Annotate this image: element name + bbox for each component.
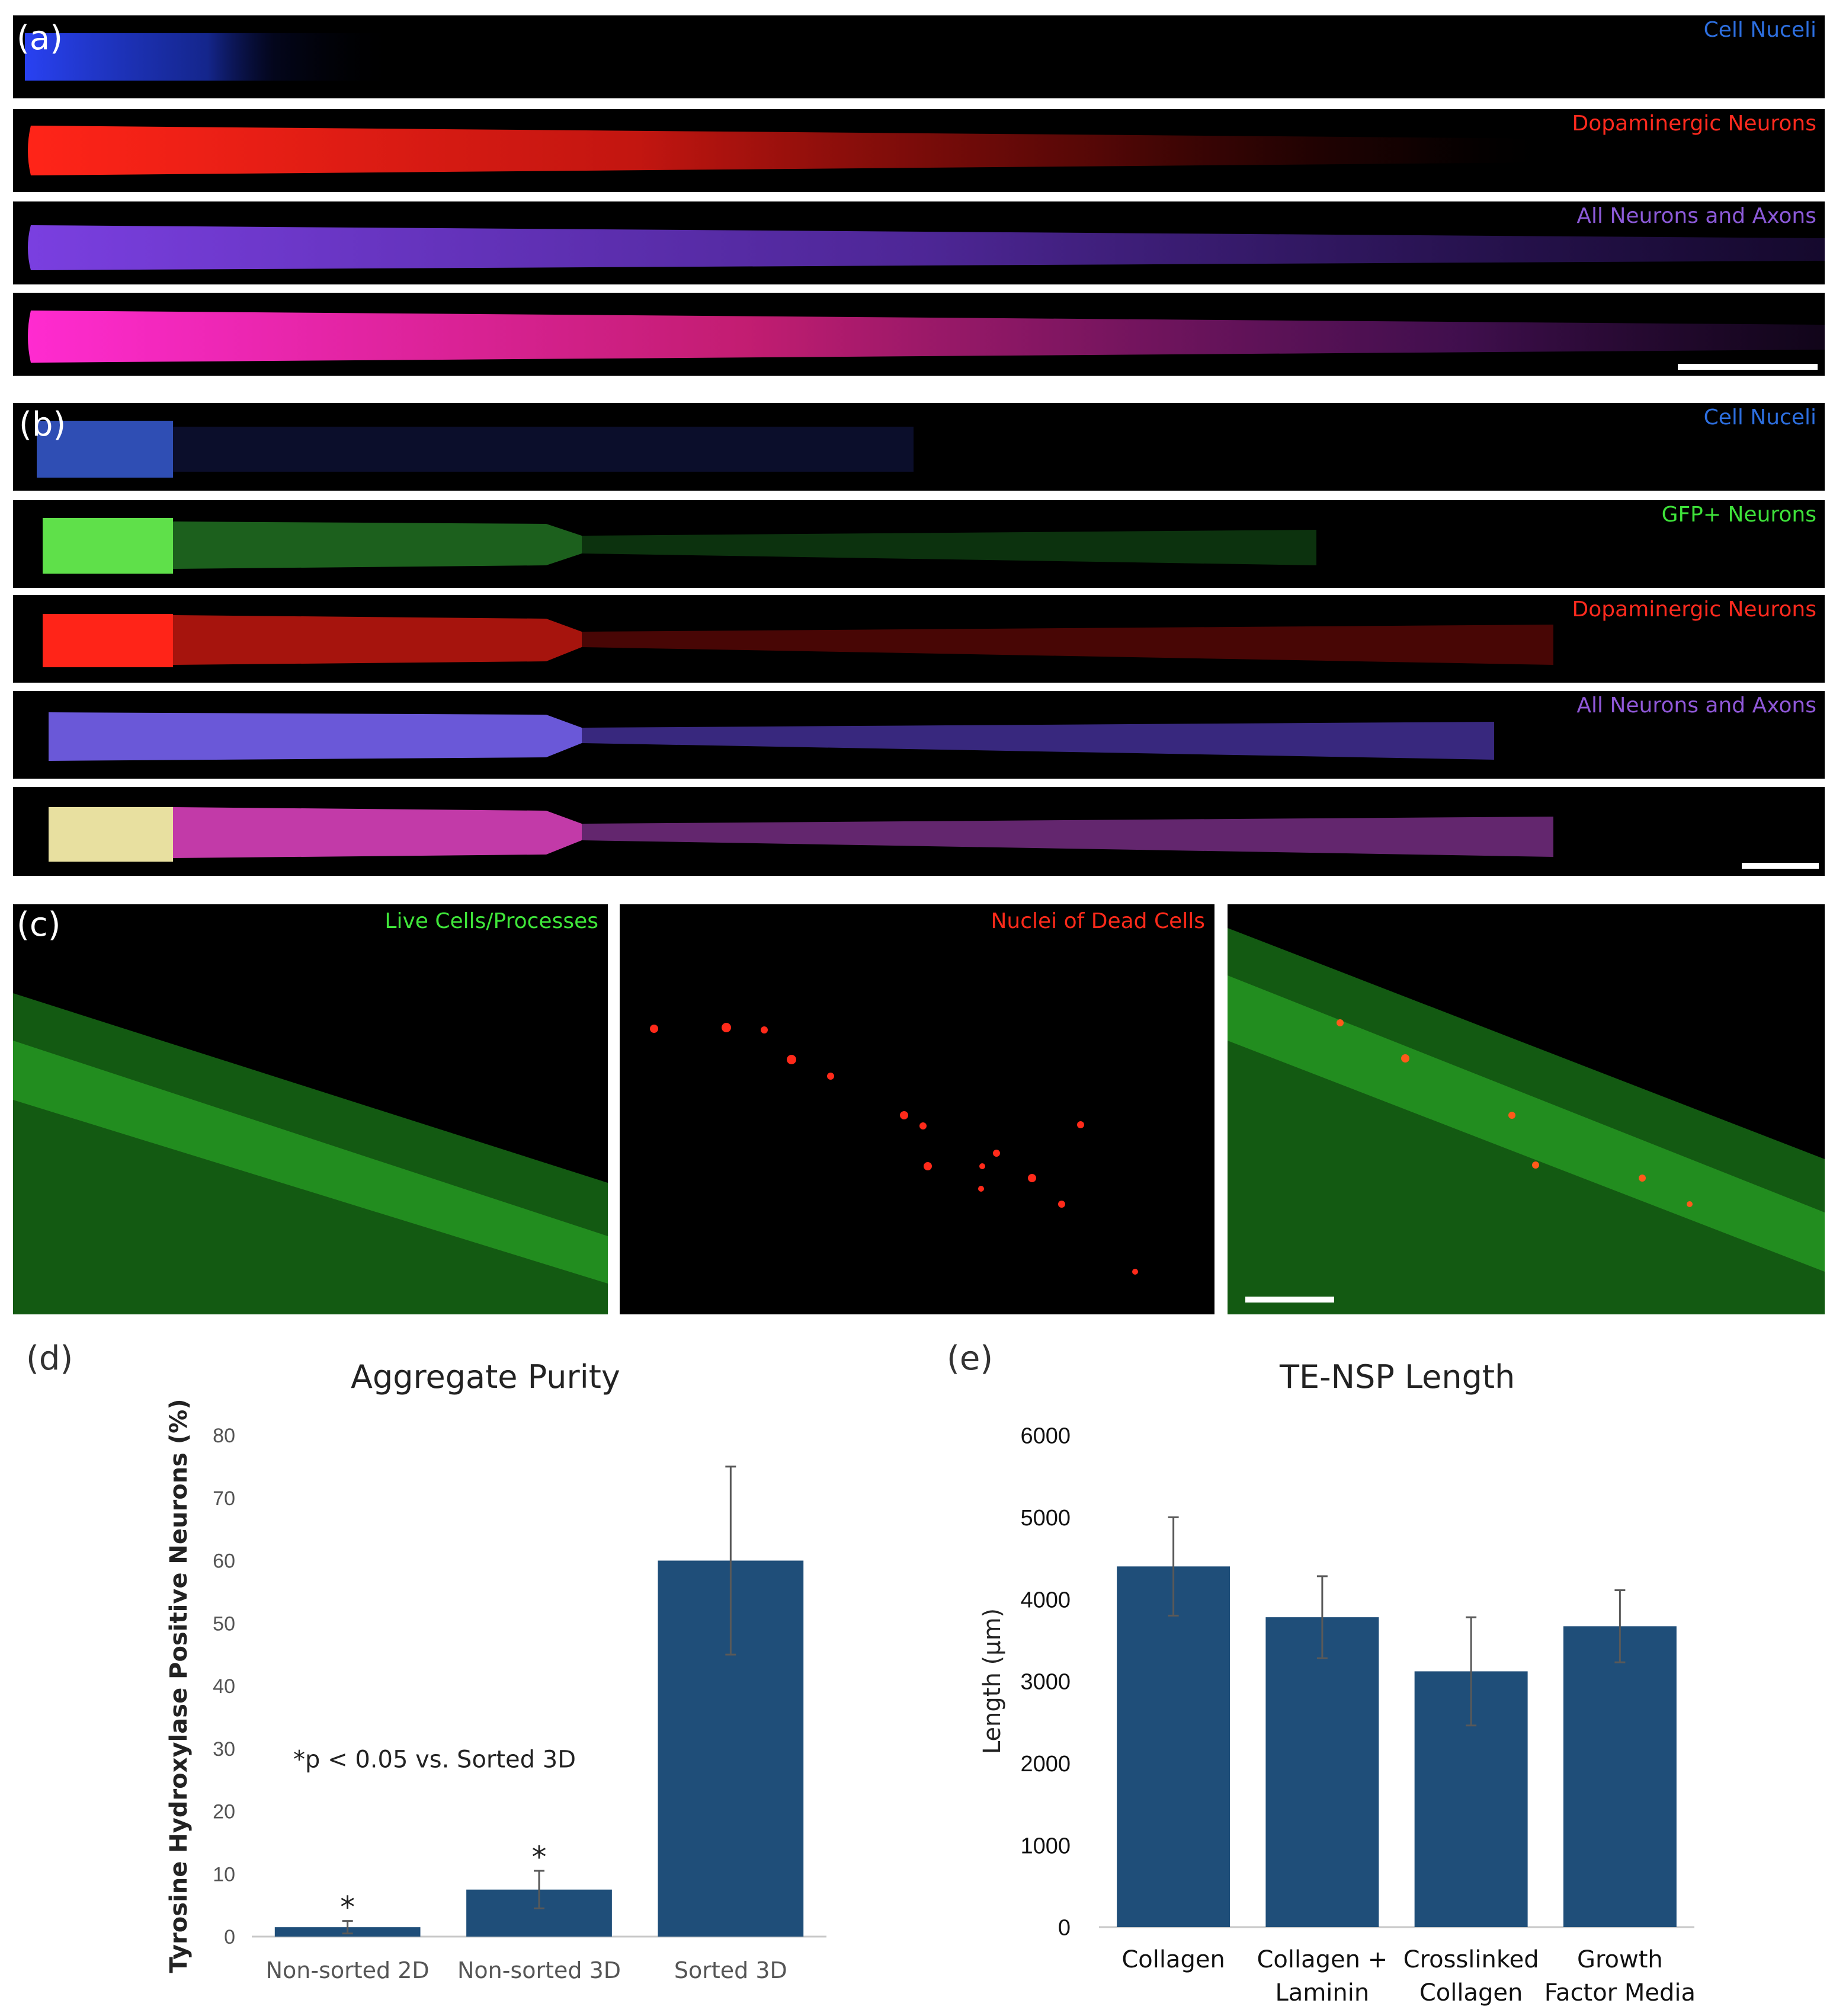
significance-note: *p < 0.05 vs. Sorted 3D: [293, 1746, 576, 1773]
panel-c-scale-bar: [1245, 1297, 1334, 1303]
chart-e-plot: 0 1000 2000 3000 4000 5000 6000 Collagen Collage…: [979, 1424, 1696, 2007]
bar: [1563, 1626, 1677, 1927]
panel-a-letter: (a): [17, 19, 63, 57]
y-tick-label: 10: [213, 1863, 235, 1886]
panel-c-live-label: Live Cells/Processes: [384, 909, 598, 933]
y-tick-label: 5000: [1020, 1506, 1071, 1531]
panel-c-dead-label: Nuclei of Dead Cells: [991, 909, 1205, 933]
chart-d: (d) Aggregate Purity 0 10 20 30 40 50 60 70 80 * N…: [0, 1327, 889, 2016]
panel-b-dopaminergic-label: Dopaminergic Neurons: [1572, 597, 1816, 622]
panel-b-nuclei-image: (b) Cell Nuceli: [13, 403, 1825, 491]
panel-a-nuclei-svg: [25, 33, 854, 81]
panel-a-dopaminergic-image: Dopaminergic Neurons: [13, 109, 1825, 192]
significance-marker: *: [340, 1890, 355, 1925]
bar: [1265, 1617, 1379, 1927]
panel-a-all-neurons-svg: [28, 225, 1825, 270]
category-label: Factor Media: [1544, 1979, 1696, 2007]
y-tick-label: 60: [213, 1550, 235, 1573]
y-tick-label: 1000: [1020, 1833, 1071, 1858]
panel-a-nuclei-image: (a) Cell Nuceli: [13, 15, 1825, 98]
chart-d-title: Aggregate Purity: [351, 1358, 620, 1396]
y-tick-label: 40: [213, 1675, 235, 1698]
panel-a-dopaminergic-label: Dopaminergic Neurons: [1572, 111, 1816, 136]
panel-a-merge-image: [13, 293, 1825, 376]
y-axis-label: Length (μm): [979, 1608, 1006, 1754]
y-tick-label: 4000: [1020, 1588, 1071, 1612]
panel-a-scale-bar: [1678, 364, 1818, 370]
panel-b-merge-svg: [49, 807, 1553, 862]
panel-b-letter: (b): [19, 405, 66, 444]
category-label: Growth: [1577, 1946, 1663, 1973]
panel-b-gfp-image: GFP+ Neurons: [13, 500, 1825, 588]
chart-d-plot: 0 10 20 30 40 50 60 70 80 * Non-sorted 2D * Non-sort…: [165, 1399, 826, 1983]
y-tick-label: 0: [1058, 1916, 1071, 1941]
category-label: Non-sorted 3D: [457, 1957, 621, 1983]
panel-c-dead-svg: [650, 1023, 1138, 1275]
panel-c-letter: (c): [17, 905, 61, 944]
chart-e-title: TE-NSP Length: [1280, 1358, 1515, 1396]
chart-e: (e) TE-NSP Length 0 1000 2000 3000 4000 5000 6…: [918, 1327, 1833, 2016]
panel-b-nuclei-svg: [37, 421, 914, 478]
panel-c-merge-image: [1228, 904, 1825, 1314]
y-tick-label: 20: [213, 1801, 235, 1823]
panel-c-live-svg: [13, 993, 608, 1314]
panel-b-all-neurons-svg: [49, 712, 1494, 761]
y-tick-label: 6000: [1020, 1424, 1071, 1449]
category-label: Crosslinked: [1403, 1946, 1539, 1973]
category-label: Sorted 3D: [674, 1957, 787, 1983]
panel-c-live-image: (c) Live Cells/Processes: [13, 904, 608, 1314]
chart-e-letter: (e): [947, 1339, 994, 1378]
category-label: Collagen +: [1257, 1946, 1388, 1973]
panel-b-dopaminergic-svg: [43, 614, 1553, 667]
category-label: Non-sorted 2D: [266, 1957, 430, 1983]
y-tick-label: 0: [224, 1926, 235, 1948]
panel-b-all-neurons-image: All Neurons and Axons: [13, 691, 1825, 779]
panel-a-dopaminergic-svg: [28, 126, 1553, 175]
panel-a-all-neurons-label: All Neurons and Axons: [1576, 204, 1816, 228]
panel-b-nuclei-label: Cell Nuceli: [1703, 405, 1816, 430]
panel-c-dead-image: Nuclei of Dead Cells: [620, 904, 1214, 1314]
y-tick-label: 2000: [1020, 1752, 1071, 1777]
panel-b-all-neurons-label: All Neurons and Axons: [1576, 693, 1816, 718]
significance-marker: *: [532, 1840, 547, 1874]
chart-d-letter: (d): [26, 1339, 73, 1378]
bar: [1117, 1566, 1230, 1927]
panel-c-merge-svg: [1228, 928, 1825, 1314]
y-tick-label: 80: [213, 1425, 235, 1447]
y-tick-label: 50: [213, 1612, 235, 1635]
category-label: Laminin: [1276, 1979, 1370, 2007]
panel-b-scale-bar: [1742, 863, 1819, 869]
panel-a-all-neurons-image: All Neurons and Axons: [13, 201, 1825, 284]
y-axis-label: Tyrosine Hydroxylase Positive Neurons (%…: [165, 1399, 193, 1973]
panel-a-nuclei-label: Cell Nuceli: [1703, 18, 1816, 42]
category-label: Collagen: [1419, 1979, 1523, 2007]
category-label: Collagen: [1121, 1946, 1225, 1973]
panel-b-gfp-label: GFP+ Neurons: [1661, 503, 1816, 527]
panel-a-merge-svg: [28, 311, 1825, 363]
y-tick-label: 30: [213, 1738, 235, 1761]
panel-b-gfp-svg: [43, 518, 1316, 574]
y-tick-label: 70: [213, 1487, 235, 1510]
y-tick-label: 3000: [1020, 1670, 1071, 1695]
panel-b-dopaminergic-image: Dopaminergic Neurons: [13, 595, 1825, 683]
panel-b-merge-image: [13, 787, 1825, 876]
